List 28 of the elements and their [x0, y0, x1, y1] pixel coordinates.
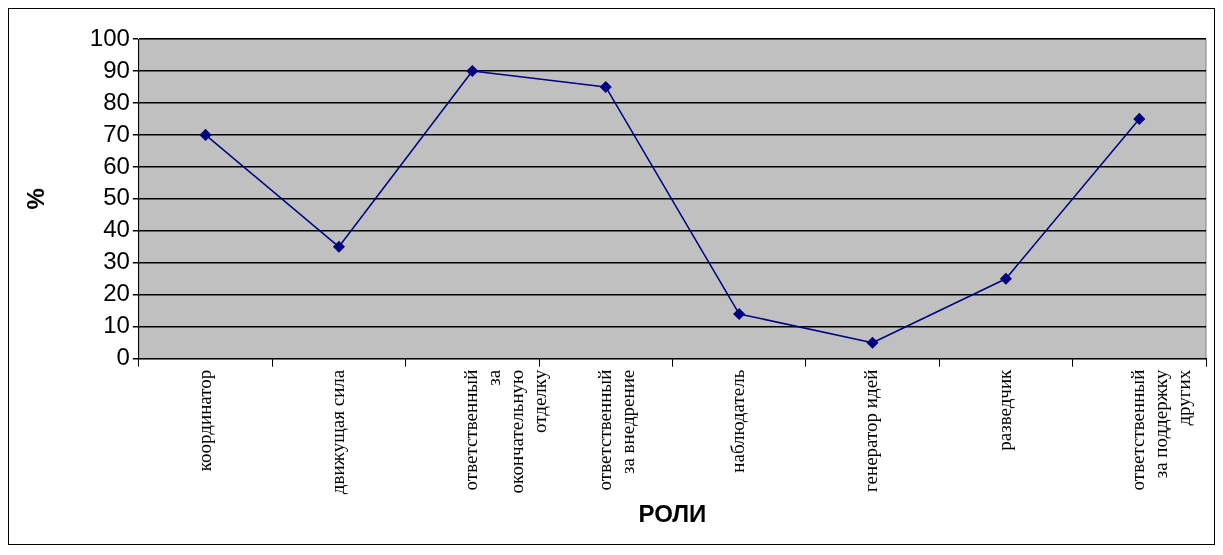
y-tick-label: 20	[103, 279, 130, 307]
y-tick-label: 30	[103, 247, 130, 275]
y-tick-label: 50	[103, 183, 130, 211]
point	[599, 81, 612, 93]
x-tick-label: движущая сила	[326, 369, 348, 495]
x-tick-label: ответственный за окончательную отделку	[460, 369, 550, 494]
y-tick-label: 80	[103, 87, 130, 115]
y-tick-label: 70	[103, 119, 130, 147]
y-tick-label: 90	[103, 55, 130, 83]
point	[866, 336, 879, 349]
y-tick-label: 100	[89, 23, 130, 51]
x-tick-label: координатор	[193, 369, 215, 472]
point	[333, 241, 345, 253]
x-tick-label: разведчик	[993, 368, 1015, 451]
y-tick-label: 60	[103, 151, 130, 179]
y-axis-title: %	[22, 188, 50, 210]
x-tick-label: ответственный за поддержку других	[1127, 369, 1194, 491]
point	[1000, 273, 1012, 285]
x-axis-title: РОЛИ	[638, 500, 707, 528]
x-tick-label: генератор идей	[860, 369, 882, 492]
point	[199, 129, 212, 141]
point	[733, 308, 745, 320]
y-tick-label: 0	[116, 343, 130, 371]
y-tick-label: 40	[103, 215, 130, 243]
y-tick-label: 10	[103, 311, 130, 339]
x-tick-label: наблюдатель	[727, 369, 749, 473]
point	[466, 65, 479, 77]
point	[1133, 113, 1146, 125]
